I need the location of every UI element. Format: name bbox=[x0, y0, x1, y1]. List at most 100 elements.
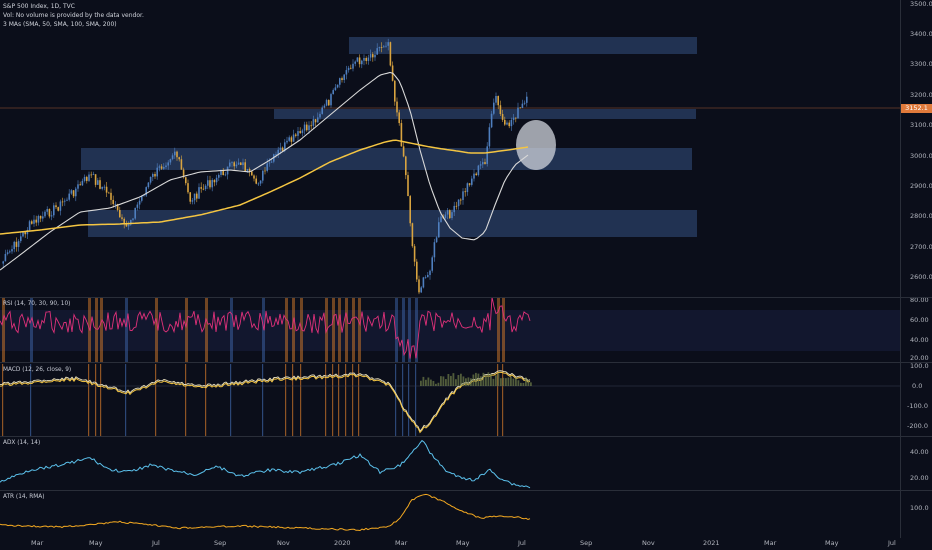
price-candle bbox=[438, 222, 440, 238]
pane-divider[interactable] bbox=[0, 297, 932, 298]
price-candle bbox=[103, 186, 106, 188]
rsi-signal-bar bbox=[155, 298, 158, 362]
macd-histogram-bar bbox=[482, 372, 485, 386]
macd-tick: 0.0 bbox=[912, 382, 923, 390]
price-candle bbox=[462, 191, 464, 200]
adx-title[interactable]: ADX (14, 14) bbox=[3, 440, 41, 446]
price-candle bbox=[497, 96, 499, 106]
price-candle bbox=[358, 57, 361, 65]
price-axis[interactable]: 3500.0 3400.0 3300.0 3200.0 3100.0 3000.… bbox=[900, 0, 932, 538]
price-candle bbox=[308, 125, 310, 131]
rsi-title[interactable]: RSI (14, 70, 30, 90, 10) bbox=[3, 301, 71, 307]
pane-divider[interactable] bbox=[0, 362, 932, 363]
price-candle bbox=[471, 178, 473, 185]
price-candle bbox=[277, 149, 279, 155]
macd-signal-bar bbox=[125, 364, 127, 436]
price-candle bbox=[152, 174, 154, 177]
macd-histogram-bar bbox=[515, 377, 517, 386]
macd-signal-bar bbox=[2, 364, 4, 436]
rsi-signal-bar bbox=[332, 298, 335, 362]
price-candle bbox=[97, 180, 99, 185]
price-candle bbox=[165, 165, 167, 168]
chart-area[interactable] bbox=[0, 0, 900, 538]
adx-tick: 40.00 bbox=[910, 448, 929, 456]
macd-histogram-bar bbox=[505, 378, 507, 386]
price-candle bbox=[209, 180, 211, 188]
price-candle bbox=[92, 174, 95, 175]
price-candle bbox=[396, 101, 398, 113]
price-candle bbox=[20, 236, 22, 242]
price-candle bbox=[385, 45, 387, 47]
macd-histogram-bar bbox=[512, 378, 515, 386]
price-tick: 2800.0 bbox=[910, 212, 932, 220]
macd-histogram-bar bbox=[460, 373, 462, 386]
sr-zone bbox=[274, 109, 696, 119]
price-candle bbox=[125, 223, 128, 227]
price-candle bbox=[211, 180, 213, 188]
macd-title[interactable]: MACD (12, 26, close, 9) bbox=[3, 367, 72, 373]
price-candle bbox=[72, 190, 75, 197]
price-candle bbox=[158, 166, 161, 168]
price-candle bbox=[200, 187, 202, 189]
price-candle bbox=[114, 203, 117, 205]
price-candle bbox=[321, 107, 323, 114]
price-candle bbox=[473, 173, 475, 179]
macd-histogram-bar bbox=[445, 379, 447, 386]
time-tick: Mar bbox=[31, 539, 44, 547]
price-candle bbox=[121, 217, 123, 219]
price-candle bbox=[55, 205, 57, 208]
pane-divider[interactable] bbox=[0, 436, 932, 437]
price-candle bbox=[224, 174, 227, 176]
price-candle bbox=[215, 177, 218, 183]
price-candle bbox=[328, 100, 330, 106]
price-candle bbox=[167, 162, 169, 166]
rsi-signal-bar bbox=[95, 298, 98, 362]
price-candle bbox=[350, 67, 352, 69]
price-candle bbox=[490, 113, 493, 128]
price-candle bbox=[468, 183, 471, 185]
price-candle bbox=[352, 63, 354, 69]
price-candle bbox=[411, 223, 414, 247]
price-candle bbox=[204, 185, 207, 190]
price-candle bbox=[33, 219, 35, 224]
adx-tick: 20.00 bbox=[910, 474, 929, 482]
price-candle bbox=[479, 164, 482, 166]
moving-averages-label[interactable]: 3 MAs (SMA, 50, SMA, 100, SMA, 200) bbox=[3, 21, 117, 28]
price-candle bbox=[431, 257, 433, 271]
price-candle bbox=[418, 279, 420, 293]
price-candle bbox=[244, 162, 246, 172]
price-candle bbox=[424, 277, 427, 279]
price-candle bbox=[356, 57, 359, 62]
price-candle bbox=[290, 137, 293, 142]
price-candle bbox=[484, 162, 486, 164]
price-candle bbox=[365, 57, 367, 61]
price-candle bbox=[99, 180, 101, 189]
macd-signal-line bbox=[0, 370, 531, 432]
price-candle bbox=[317, 117, 319, 123]
price-candle bbox=[42, 216, 44, 219]
macd-signal-bar bbox=[338, 364, 340, 436]
pane-divider[interactable] bbox=[0, 490, 932, 491]
rsi-signal-bar bbox=[30, 298, 33, 362]
rsi-signal-bar bbox=[345, 298, 348, 362]
time-tick: Mar bbox=[764, 539, 777, 547]
macd-signal-bar bbox=[95, 364, 97, 436]
chart-canvas[interactable] bbox=[0, 0, 900, 538]
macd-histogram-bar bbox=[447, 373, 450, 386]
price-candle bbox=[493, 102, 495, 114]
price-candle bbox=[28, 221, 31, 231]
rsi-tick: 20.00 bbox=[910, 354, 929, 362]
macd-histogram-bar bbox=[502, 377, 505, 386]
price-candle bbox=[130, 219, 132, 225]
rsi-signal-bar bbox=[2, 298, 5, 362]
price-candle bbox=[336, 84, 339, 88]
symbol-title[interactable]: S&P 500 Index, 1D, TVC bbox=[3, 3, 75, 10]
price-candle bbox=[416, 261, 418, 280]
time-axis[interactable]: Mar May Jul Sep Nov 2020 Mar May Jul Sep… bbox=[0, 538, 932, 550]
price-candle bbox=[116, 203, 119, 210]
time-tick: Mar bbox=[395, 539, 408, 547]
macd-histogram-bar bbox=[525, 377, 527, 386]
atr-title[interactable]: ATR (14, RMA) bbox=[3, 494, 45, 500]
price-candle bbox=[286, 140, 288, 143]
price-candle bbox=[312, 119, 315, 126]
